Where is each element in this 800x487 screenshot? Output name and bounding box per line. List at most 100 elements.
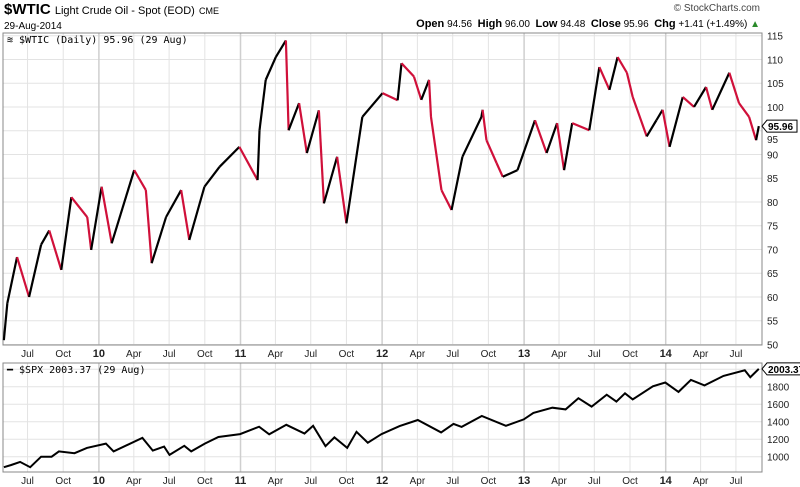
price-segment [755, 125, 760, 141]
price-segment [400, 62, 415, 78]
price-segment [631, 96, 648, 137]
x-tick-label: Oct [197, 349, 213, 360]
y-tick-label: 1200 [767, 435, 790, 446]
price-segment [728, 72, 741, 104]
price-segment [485, 139, 498, 164]
price-segment [6, 256, 19, 304]
price-segment [516, 119, 537, 171]
y-tick-label: 75 [767, 222, 779, 233]
open-label: Open [416, 18, 445, 30]
price-segment [502, 169, 518, 178]
x-tick-label: Apr [268, 476, 284, 487]
price-segment [571, 122, 590, 132]
price-segment [682, 96, 695, 108]
price-segment [396, 63, 403, 101]
price-segment [555, 122, 566, 171]
y-tick-label: 95 [767, 135, 779, 146]
price-segment [86, 217, 93, 251]
credit-link[interactable]: © StockCharts.com [673, 3, 760, 14]
price-segment [427, 79, 433, 117]
x-tick-label: 13 [518, 475, 530, 487]
y-tick-label: 85 [767, 174, 779, 185]
x-tick-label: Jul [163, 476, 176, 487]
price-segment [180, 189, 191, 241]
price-segment [704, 86, 714, 111]
spx-line [3, 368, 760, 469]
last-value-box [761, 119, 798, 133]
price-segment [625, 72, 634, 98]
last-value-label: 2003.37 [768, 365, 800, 376]
y-tick-label: 60 [767, 293, 779, 304]
y-tick-label: 110 [767, 55, 783, 66]
price-segment [27, 244, 43, 298]
x-tick-label: 14 [660, 475, 673, 487]
price-segment [188, 186, 206, 241]
legend-text: ≋ $WTIC (Daily) 95.96 (29 Aug) [7, 35, 188, 46]
x-tick-label: Apr [126, 476, 142, 487]
y-tick-label: 65 [767, 269, 779, 280]
x-tick-label: Apr [126, 349, 142, 360]
price-segment [361, 92, 384, 118]
low-value: 94.48 [560, 19, 586, 30]
price-segment [274, 39, 287, 58]
legend-text: ━ $SPX 2003.37 (29 Aug) [6, 365, 145, 376]
x-tick-label: Oct [197, 476, 213, 487]
x-tick-label: 11 [235, 348, 247, 360]
plot-frame [2, 362, 763, 473]
price-segment [317, 110, 326, 204]
price-segment [440, 189, 453, 211]
x-tick-label: Jul [730, 349, 743, 360]
ohlc-readout: Open 94.56 High 96.00 Low 94.48 Close 95… [416, 18, 760, 30]
y-tick-label: 70 [767, 245, 779, 256]
price-segment [608, 56, 619, 91]
price-segment [2, 303, 9, 341]
y-tick-label: 90 [767, 150, 779, 161]
y-tick-label: 1800 [767, 383, 790, 394]
chg-value: +1.41 (+1.49%) [678, 19, 748, 30]
x-tick-label: Apr [693, 349, 709, 360]
chart-date: 29-Aug-2014 [4, 21, 62, 32]
price-segment [258, 79, 267, 131]
x-tick-label: Oct [622, 476, 638, 487]
price-segment [668, 96, 684, 148]
x-tick-label: Jul [304, 349, 317, 360]
price-segment [429, 116, 443, 191]
price-segment [382, 92, 399, 102]
price-segment [545, 122, 559, 154]
price-segment [562, 122, 574, 171]
x-tick-label: Jul [730, 476, 743, 487]
price-segment [420, 79, 431, 101]
price-segment [203, 166, 221, 188]
price-segment [588, 66, 601, 131]
x-tick-label: Jul [21, 349, 34, 360]
exchange: CME [199, 6, 220, 16]
price-segment [345, 116, 364, 224]
x-tick-label: 12 [376, 475, 388, 487]
price-segment [165, 189, 183, 218]
price-segment [616, 56, 628, 74]
y-tick-label: 50 [767, 340, 779, 351]
x-tick-label: Apr [693, 476, 709, 487]
price-segment [533, 119, 548, 154]
symbol: $WTIC [4, 1, 51, 18]
chart-title: $WTIC Light Crude Oil - Spot (EOD) CME [4, 1, 220, 19]
price-segment [738, 102, 751, 118]
x-tick-label: 11 [235, 475, 247, 487]
price-segment [645, 119, 658, 137]
price-segment [15, 256, 31, 298]
high-label: High [477, 18, 503, 30]
price-segment [144, 189, 153, 264]
x-tick-label: Apr [268, 349, 284, 360]
x-tick-label: Oct [55, 349, 71, 360]
y-tick-label: 55 [767, 317, 779, 328]
x-tick-label: Jul [588, 476, 601, 487]
y-tick-label: 115 [767, 32, 783, 43]
price-segment [450, 156, 464, 211]
x-tick-label: Jul [588, 349, 601, 360]
open-value: 94.56 [447, 19, 473, 30]
x-tick-label: Apr [551, 476, 567, 487]
price-segment [495, 162, 504, 178]
price-segment [655, 109, 664, 121]
price-segment [693, 86, 707, 108]
